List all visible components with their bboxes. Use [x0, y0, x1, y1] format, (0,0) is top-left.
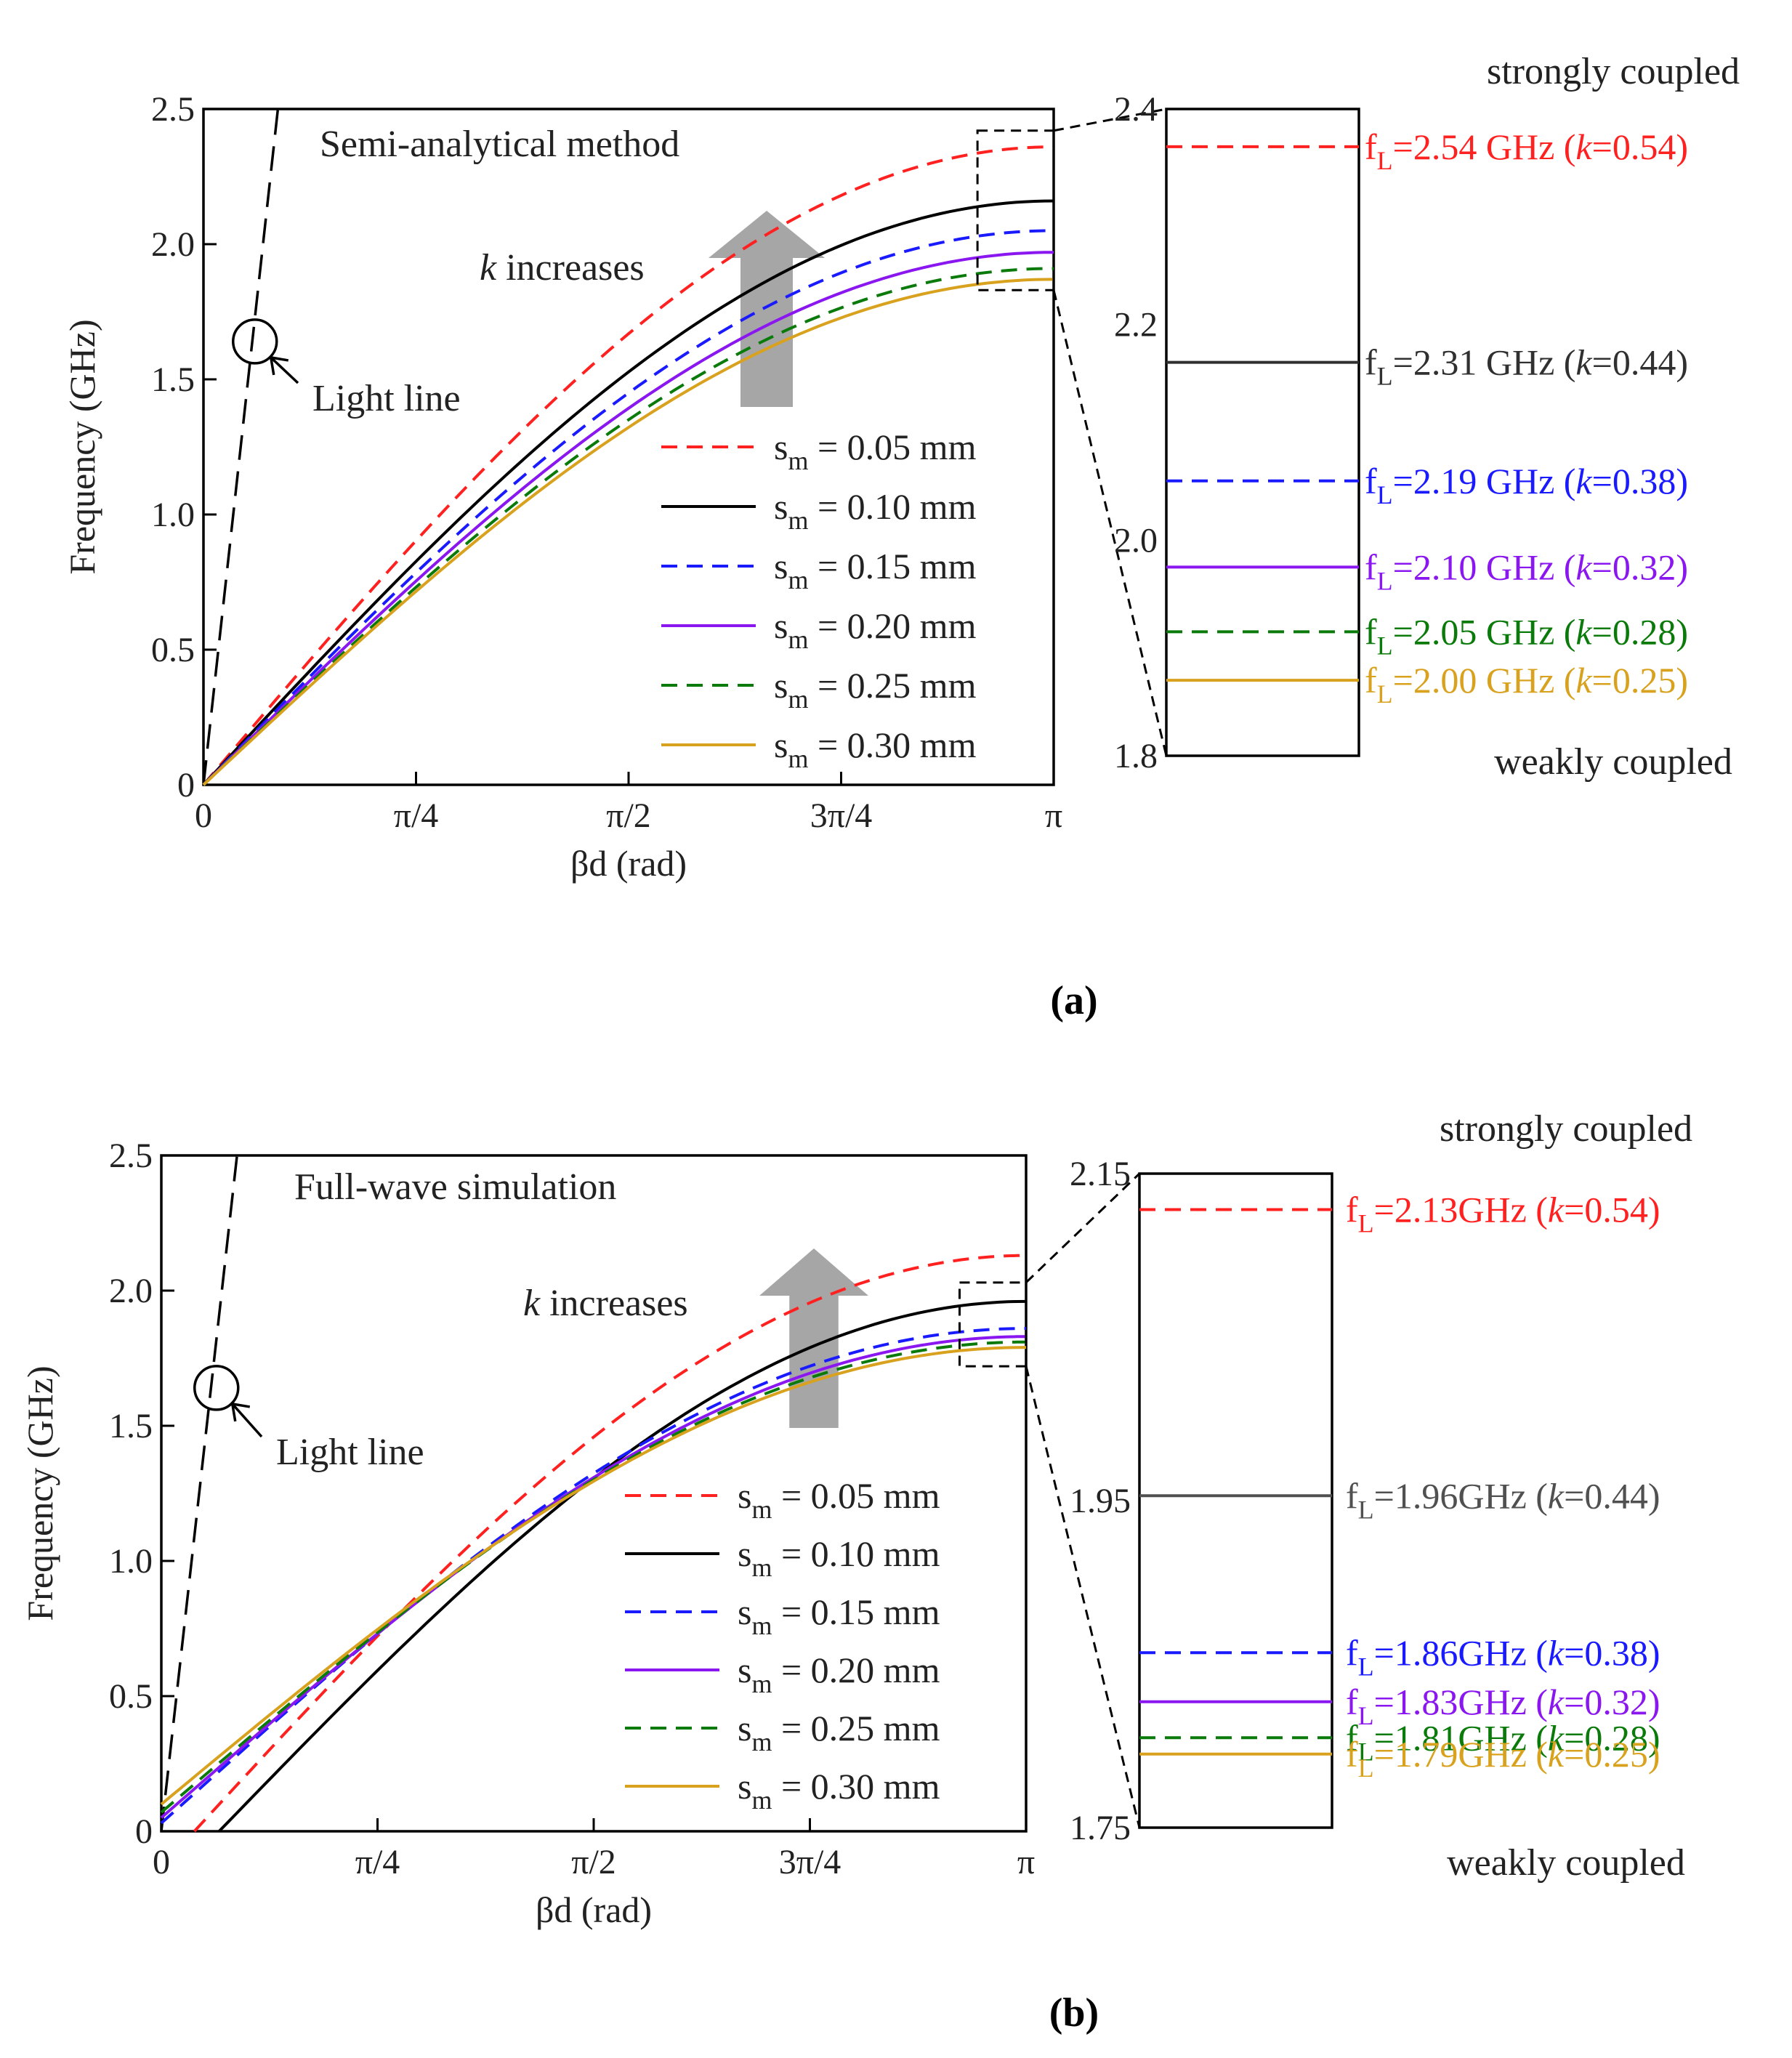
a-series-line-3	[202, 229, 1054, 786]
b-x-tick-label-0: 0	[153, 1843, 170, 1881]
b-legend-label-5: sm = 0.25 mm	[738, 1708, 940, 1756]
a-y-tick-label-1: 0.5	[151, 631, 195, 669]
b-y-tick-label-2: 1.0	[109, 1542, 153, 1581]
b-zoom-box	[958, 1281, 1028, 1368]
b-inset-value-label-3: fL=1.86GHz (k=0.38)	[1346, 1632, 1660, 1681]
panel-b: 0 π/4 π/2 3π/4 π 0 0.5 1.0 1.5 2.0 2.5 βd (rad) Freq…	[20, 1108, 1692, 1930]
a-series-line-5	[202, 267, 1054, 786]
a-inset-y-tick-label-2: 2.0	[1114, 521, 1158, 560]
a-zoom-connector-bottom	[1052, 289, 1168, 756]
panel-a: 0 π/4 π/2 3π/4 π 0 0.5 1.0 1.5 2.0 2.5 βd (rad) Freq…	[62, 51, 1740, 884]
b-legend-label-3: sm = 0.15 mm	[738, 1591, 940, 1640]
b-y-tick-label-0: 0	[135, 1812, 153, 1851]
b-inset-weakly-label: weakly coupled	[1447, 1842, 1685, 1884]
b-inset-y-tick-label-0: 2.15	[1070, 1155, 1131, 1193]
a-legend-label-2: sm = 0.10 mm	[774, 486, 977, 535]
b-light-line-circle	[193, 1365, 240, 1411]
b-light-line	[160, 1155, 238, 1832]
b-y-tick-label-5: 2.5	[109, 1137, 153, 1175]
a-y-tick-label-3: 1.5	[151, 360, 195, 399]
a-y-axis-label: Frequency (GHz)	[62, 319, 102, 574]
b-zoom-connector-top	[1025, 1172, 1141, 1283]
a-y-tick-label-0: 0	[177, 766, 195, 804]
b-legend-label-6: sm = 0.30 mm	[738, 1766, 940, 1815]
b-x-tick-label-1: π/4	[355, 1843, 400, 1881]
a-series-line-1	[202, 145, 1054, 786]
a-x-tick-label-3: 3π/4	[810, 796, 873, 835]
a-x-tick-label-4: π	[1045, 796, 1062, 835]
caption-a: (a)	[1050, 978, 1097, 1023]
a-inset-strongly-label: strongly coupled	[1487, 51, 1740, 92]
b-series-line-6	[160, 1346, 1027, 1806]
b-inset-strongly-label: strongly coupled	[1440, 1108, 1692, 1150]
a-light-line-circle	[232, 318, 278, 365]
a-k-increases-arrow	[709, 211, 825, 407]
b-k-increases-arrow	[759, 1248, 868, 1428]
a-legend-label-4: sm = 0.20 mm	[774, 605, 977, 654]
b-inset-value-label-4: fL=1.83GHz (k=0.32)	[1346, 1682, 1660, 1730]
b-y-tick-label-4: 2.0	[109, 1272, 153, 1310]
a-inset-y-tick-label-0: 2.4	[1114, 90, 1158, 129]
a-y-tick-label-5: 2.5	[151, 90, 195, 129]
b-plot-title: Full-wave simulation	[294, 1166, 616, 1208]
b-x-tick-label-3: 3π/4	[779, 1843, 841, 1881]
b-legend-label-2: sm = 0.10 mm	[738, 1533, 940, 1582]
a-inset-value-label-3: fL=2.19 GHz (k=0.38)	[1365, 461, 1688, 509]
b-x-tick-label-2: π/2	[571, 1843, 616, 1881]
a-y-tick-label-2: 1.0	[151, 496, 195, 534]
a-inset-value-label-2: fL=2.31 GHz (k=0.44)	[1365, 342, 1688, 391]
b-light-line-pointer	[231, 1403, 263, 1438]
b-series-line-1	[193, 1254, 1027, 1833]
a-inset-value-label-1: fL=2.54 GHz (k=0.54)	[1365, 126, 1688, 175]
a-legend-label-1: sm = 0.05 mm	[774, 427, 977, 475]
a-k-increases-label: k increases	[480, 247, 645, 288]
b-series-line-4	[160, 1335, 1027, 1819]
a-x-axis-label: βd (rad)	[570, 843, 687, 884]
a-inset-frame	[1165, 108, 1360, 757]
a-inset-value-label-6: fL=2.00 GHz (k=0.25)	[1365, 660, 1688, 709]
a-light-line	[202, 108, 280, 786]
b-legend-label-1: sm = 0.05 mm	[738, 1475, 940, 1524]
b-k-increases-label: k increases	[523, 1283, 688, 1324]
b-x-axis-label: βd (rad)	[536, 1889, 652, 1930]
a-x-tick-label-2: π/2	[606, 796, 651, 835]
a-inset-value-label-4: fL=2.10 GHz (k=0.32)	[1365, 546, 1688, 595]
a-legend-label-3: sm = 0.15 mm	[774, 546, 977, 594]
a-plot-title: Semi-analytical method	[320, 124, 679, 165]
a-y-tick-label-4: 2.0	[151, 225, 195, 264]
a-inset-value-label-5: fL=2.05 GHz (k=0.28)	[1365, 611, 1688, 660]
a-inset-y-tick-label-3: 1.8	[1114, 737, 1158, 775]
a-inset-weakly-label: weakly coupled	[1494, 741, 1732, 783]
a-zoom-box	[976, 129, 1055, 291]
b-zoom-connector-bottom	[1025, 1365, 1141, 1828]
b-y-axis-label: Frequency (GHz)	[20, 1365, 60, 1621]
a-x-tick-label-1: π/4	[394, 796, 439, 835]
b-x-tick-label-4: π	[1017, 1843, 1035, 1881]
b-y-tick-label-3: 1.5	[109, 1407, 153, 1445]
a-series-line-4	[202, 251, 1054, 786]
a-series-line-6	[202, 278, 1054, 786]
b-inset-y-tick-label-2: 1.75	[1070, 1809, 1131, 1847]
b-light-line-label: Light line	[276, 1432, 424, 1473]
b-inset-y-tick-label-1: 1.95	[1070, 1482, 1131, 1520]
caption-b: (b)	[1049, 1990, 1099, 2035]
a-legend-label-5: sm = 0.25 mm	[774, 665, 977, 714]
a-light-line-pointer	[270, 356, 299, 384]
a-inset-y-tick-label-1: 2.2	[1114, 306, 1158, 344]
a-light-line-arrowhead	[269, 355, 289, 376]
a-x-tick-label-0: 0	[195, 796, 212, 835]
b-inset-value-label-2: fL=1.96GHz (k=0.44)	[1346, 1475, 1660, 1524]
b-inset-value-label-6: fL=1.79GHz (k=0.25)	[1346, 1734, 1660, 1783]
b-y-tick-label-1: 0.5	[109, 1677, 153, 1716]
b-inset-frame	[1138, 1172, 1333, 1829]
b-legend-label-4: sm = 0.20 mm	[738, 1650, 940, 1698]
a-legend-label-6: sm = 0.30 mm	[774, 725, 977, 773]
a-zoom-connector-top	[1053, 108, 1167, 132]
a-light-line-label: Light line	[312, 378, 461, 419]
b-inset-value-label-5: fL=1.81GHz (k=0.28)	[1346, 1717, 1660, 1766]
b-light-line-arrowhead	[230, 1402, 251, 1422]
a-series-line-2	[202, 199, 1054, 786]
b-inset-value-label-1: fL=2.13GHz (k=0.54)	[1346, 1190, 1660, 1238]
